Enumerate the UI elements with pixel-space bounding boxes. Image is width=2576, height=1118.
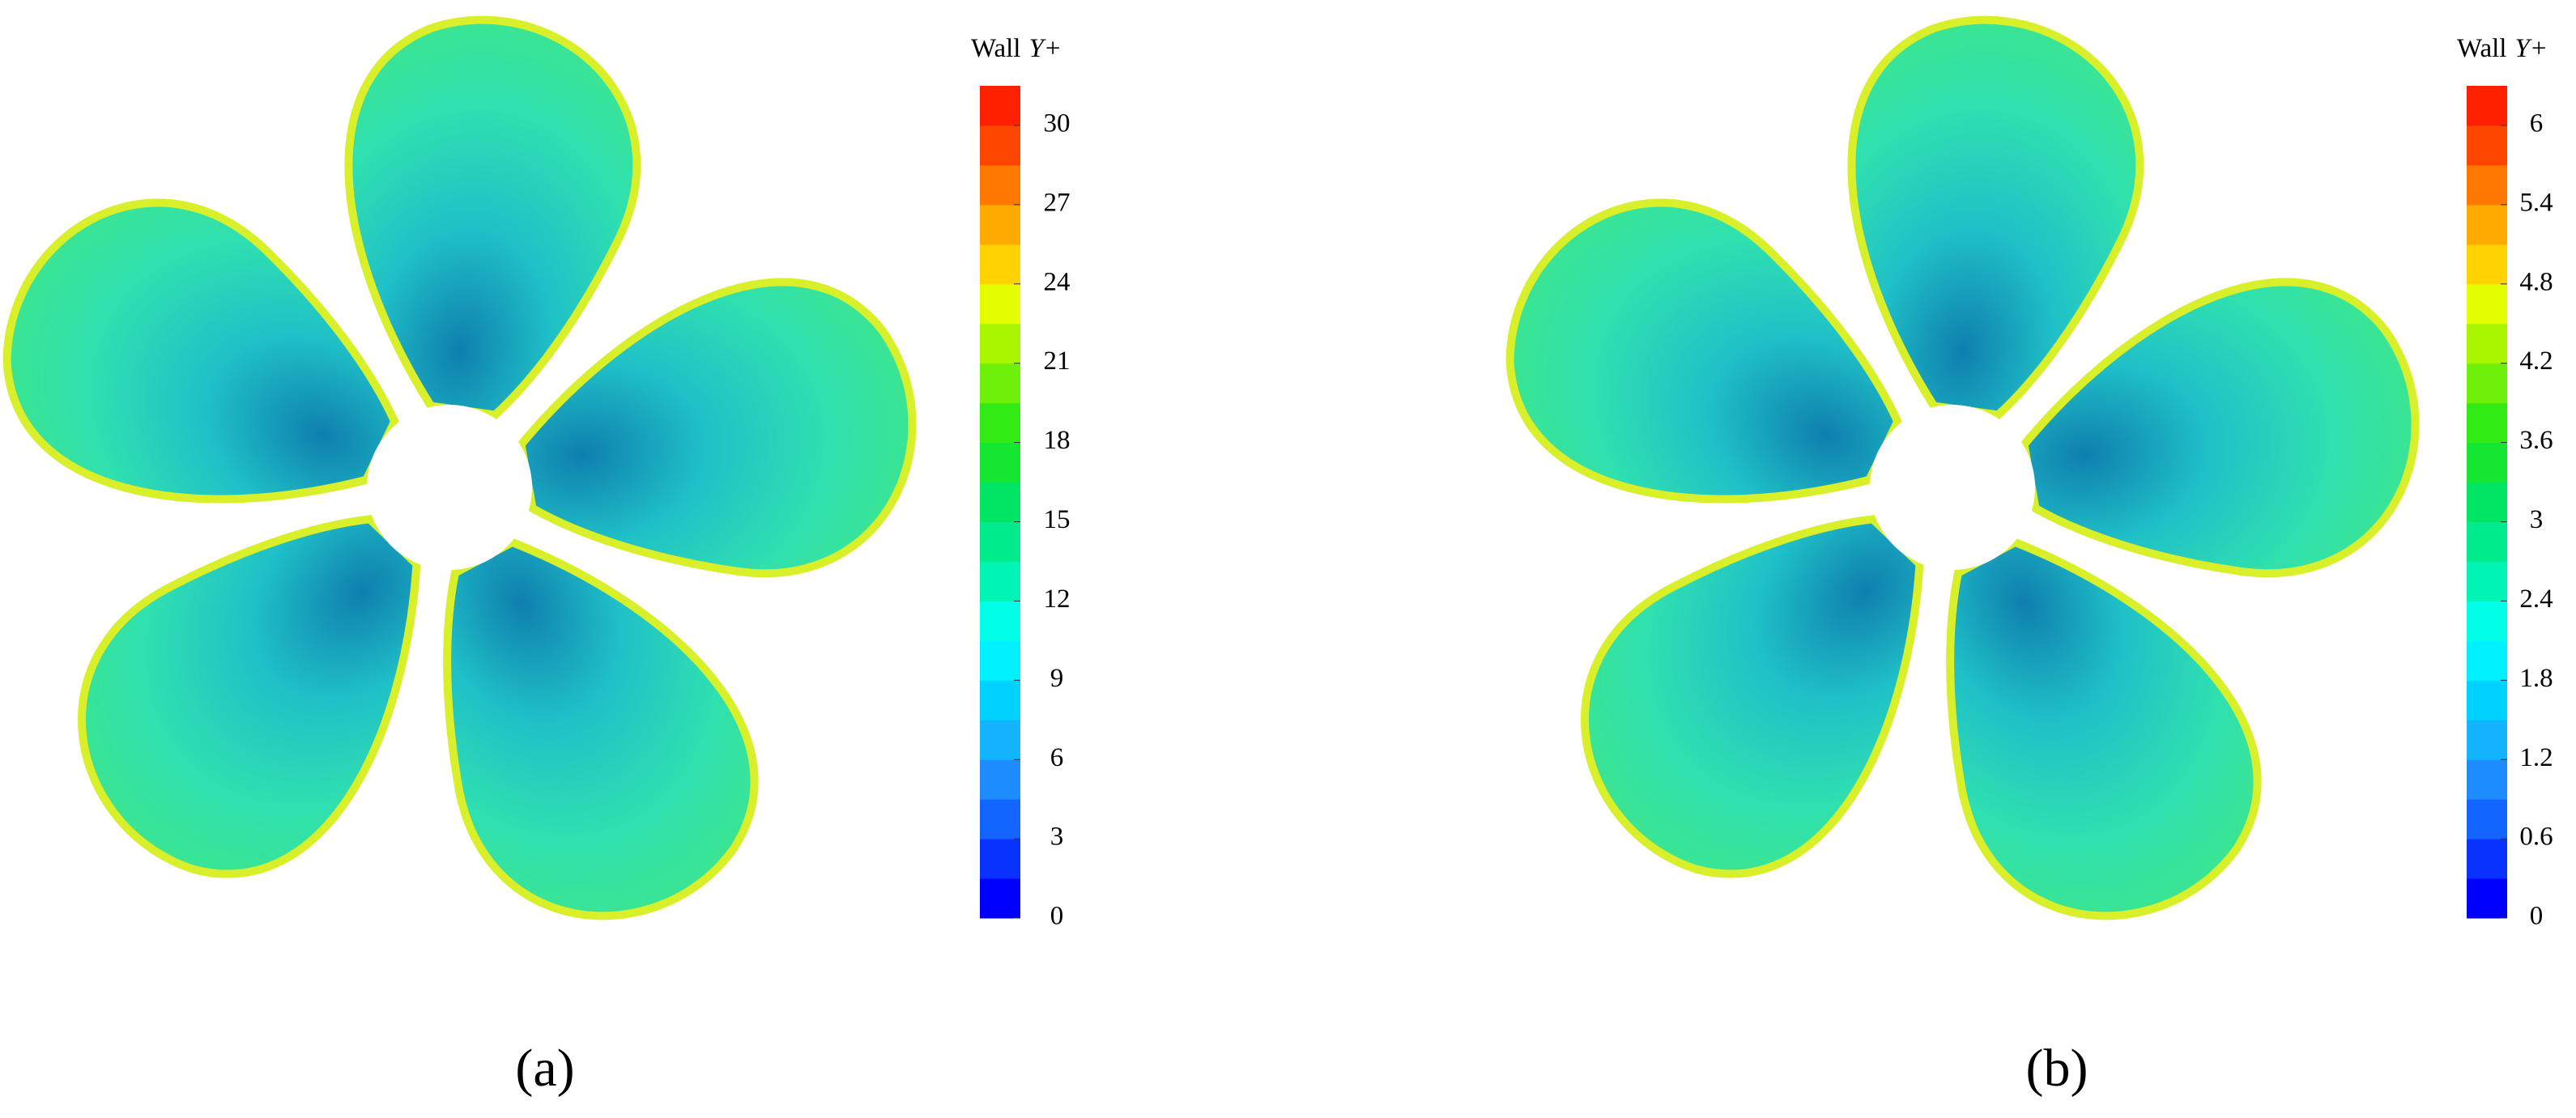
- color-band: [980, 839, 1020, 879]
- color-band: [980, 640, 1020, 681]
- color-band: [980, 164, 1020, 206]
- propeller-contour: [0, 0, 932, 966]
- tick-label: 3: [2530, 505, 2544, 534]
- propeller-contour: [1464, 0, 2435, 966]
- tick-label: 6: [1050, 743, 1064, 772]
- tick-label: 27: [1044, 188, 1071, 217]
- tick-label: 1.8: [2519, 664, 2553, 693]
- tick-label: 9: [1050, 664, 1064, 693]
- color-band: [2467, 759, 2507, 800]
- color-band: [2467, 402, 2507, 444]
- tick-label: 30: [1044, 109, 1071, 138]
- tick-label: 3.6: [2519, 426, 2553, 455]
- color-band: [980, 283, 1020, 325]
- tick-label: 2.4: [2519, 585, 2553, 614]
- colorbar-title: Wall Y+: [971, 34, 1062, 63]
- color-band: [980, 125, 1020, 166]
- color-band: [2467, 720, 2507, 760]
- colorbar-label: Wall: [971, 34, 1021, 63]
- color-band: [2467, 521, 2507, 562]
- color-band: [2467, 86, 2507, 126]
- tick-label: 4.2: [2519, 346, 2553, 376]
- color-band: [980, 86, 1020, 126]
- tick-label: 0: [1050, 902, 1064, 931]
- color-band: [2467, 640, 2507, 681]
- colorbar-symbol: Y+: [2514, 34, 2548, 63]
- color-band: [980, 402, 1020, 444]
- color-band: [980, 204, 1020, 245]
- panel: 0 0.6 1.2 1.8 2.4 3 3.6 4.2 4.8 5.4 6 Wall Y+ (b): [2026, 34, 2553, 1099]
- color-band: [2467, 363, 2507, 404]
- color-band: [2467, 839, 2507, 879]
- tick-label: 0.6: [2519, 823, 2553, 852]
- color-band: [980, 759, 1020, 800]
- colorbar-label: Wall: [2457, 34, 2507, 63]
- color-band: [980, 720, 1020, 760]
- colorbar-symbol: Y+: [1028, 34, 1062, 63]
- color-band: [2467, 799, 2507, 840]
- color-band: [980, 482, 1020, 522]
- color-band: [2467, 442, 2507, 483]
- color-band: [980, 561, 1020, 602]
- tick-label: 4.8: [2519, 267, 2553, 296]
- caption: (b): [2026, 1039, 2088, 1098]
- color-band: [980, 363, 1020, 404]
- color-band: [980, 601, 1020, 641]
- color-band: [980, 323, 1020, 364]
- color-band: [980, 680, 1020, 721]
- color-band: [980, 442, 1020, 483]
- color-band: [980, 521, 1020, 562]
- color-band: [2467, 878, 2507, 919]
- color-band: [2467, 323, 2507, 364]
- color-band: [2467, 561, 2507, 602]
- tick-label: 0: [2530, 902, 2544, 931]
- tick-label: 3: [1050, 823, 1064, 852]
- color-band: [2467, 125, 2507, 166]
- caption: (a): [515, 1039, 574, 1098]
- color-band: [2467, 204, 2507, 245]
- color-band: [2467, 244, 2507, 285]
- color-band: [980, 799, 1020, 840]
- tick-label: 18: [1044, 426, 1071, 455]
- color-band: [2467, 164, 2507, 206]
- tick-label: 24: [1044, 267, 1071, 296]
- color-band: [980, 878, 1020, 919]
- color-band: [2467, 482, 2507, 522]
- tick-label: 12: [1044, 585, 1071, 614]
- color-band: [2467, 283, 2507, 325]
- color-band: [2467, 680, 2507, 721]
- color-band: [2467, 601, 2507, 641]
- tick-label: 1.2: [2519, 743, 2553, 772]
- colorbar-title: Wall Y+: [2457, 34, 2548, 63]
- tick-label: 15: [1044, 505, 1071, 534]
- color-band: [980, 244, 1020, 285]
- panel: 0 3 6 9 12 15 18 21 24 27 30 Wall Y+ (a): [515, 34, 1070, 1099]
- tick-label: 21: [1044, 346, 1071, 376]
- tick-label: 5.4: [2519, 188, 2553, 217]
- tick-label: 6: [2530, 109, 2544, 138]
